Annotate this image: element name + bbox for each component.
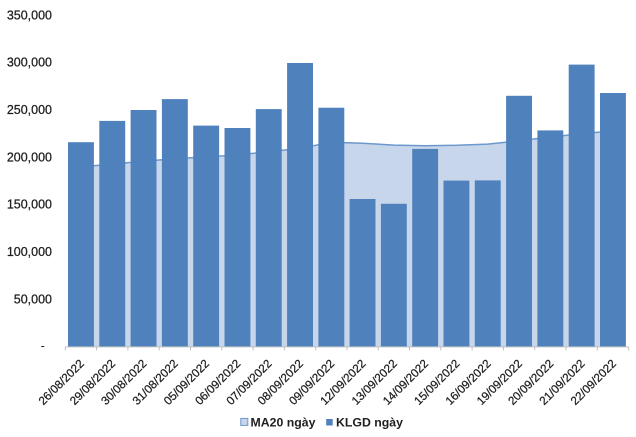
- svg-text:150,000: 150,000: [7, 198, 52, 212]
- svg-text:250,000: 250,000: [7, 103, 52, 117]
- svg-text:300,000: 300,000: [7, 56, 52, 70]
- svg-text:50,000: 50,000: [14, 292, 52, 306]
- svg-text:350,000: 350,000: [7, 8, 52, 22]
- svg-text:KLGD ngày: KLGD ngày: [336, 415, 403, 429]
- svg-text:-: -: [41, 339, 45, 353]
- svg-text:100,000: 100,000: [7, 245, 52, 259]
- svg-text:MA20 ngày: MA20 ngày: [251, 415, 316, 429]
- svg-text:200,000: 200,000: [7, 150, 52, 164]
